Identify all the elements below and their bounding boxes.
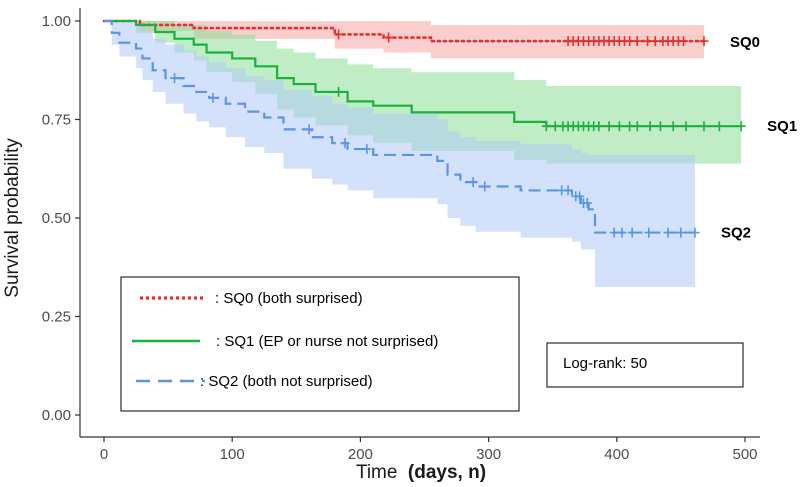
- legend-box: [120, 276, 520, 412]
- censor-mark-sq2: [582, 198, 592, 209]
- x-tick-label: 0: [100, 446, 108, 463]
- censor-mark-sq0: [678, 36, 688, 47]
- survival-curves: [102, 19, 742, 234]
- y-tick-label: 0.75: [42, 112, 71, 129]
- x-axis-title: Time (days, n): [356, 462, 486, 483]
- censor-mark-sq2: [575, 191, 585, 202]
- censor-mark-sq2: [627, 227, 637, 238]
- censor-mark-sq0: [632, 36, 642, 47]
- censor-mark-sq1: [614, 121, 624, 132]
- censor-mark-sq1: [655, 121, 665, 132]
- censor-mark-sq0: [699, 36, 709, 47]
- censor-mark-sq2: [644, 227, 654, 238]
- band-sq1: [104, 21, 742, 164]
- censor-mark-sq0: [384, 32, 394, 43]
- censor-mark-sq1: [625, 121, 635, 132]
- censor-mark-sq2: [468, 177, 478, 188]
- y-tick-label: 0.50: [42, 210, 71, 227]
- censor-mark-sq1: [714, 121, 724, 132]
- y-tick-label: 1.00: [42, 13, 71, 30]
- series-label-sq2: SQ2: [721, 225, 751, 242]
- censor-mark-sq1: [645, 121, 655, 132]
- censor-mark-sq1: [334, 86, 344, 97]
- legend-label-sq1: : SQ1 (EP or nurse not surprised): [216, 333, 438, 350]
- censor-mark-sq1: [681, 121, 691, 132]
- x-axis-title-unit: (days, n): [408, 462, 486, 483]
- censor-mark-sq1: [541, 121, 551, 132]
- censor-mark-sq1: [604, 121, 614, 132]
- x-tick-label: 400: [604, 446, 629, 463]
- censor-mark-sq0: [334, 29, 344, 40]
- censor-mark-sq2: [690, 227, 700, 238]
- censor-mark-sq2: [362, 144, 372, 155]
- censor-mark-sq0: [625, 36, 635, 47]
- x-tick-label: 200: [348, 446, 373, 463]
- y-tick-label: 0.25: [42, 309, 71, 326]
- censor-mark-sq2: [563, 185, 573, 196]
- censor-mark-sq2: [304, 124, 314, 135]
- censor-mark-sq0: [650, 36, 660, 47]
- censor-mark-sq2: [170, 73, 180, 84]
- x-tick-label: 100: [220, 446, 245, 463]
- legend-label-sq0: : SQ0 (both surprised): [215, 290, 363, 307]
- censor-mark-sq2: [617, 227, 627, 238]
- censor-mark-sq2: [208, 92, 218, 103]
- y-axis-title: Survival probability: [2, 138, 23, 298]
- curve-sq1: [104, 19, 742, 128]
- x-tick-label: 300: [476, 446, 501, 463]
- legend: : SQ0 (both surprised) : SQ1 (EP or nurse…: [120, 276, 520, 412]
- legend-label-sq2: : SQ2 (both not surprised): [200, 373, 373, 390]
- axes: 0 100 200 300 400 500 0.00 0.25 0.50 0.75 1.00: [42, 8, 760, 463]
- censor-mark-sq2: [480, 181, 490, 192]
- censor-mark-sq2: [663, 227, 673, 238]
- censor-mark-sq0: [643, 36, 653, 47]
- x-axis-title-main: Time: [356, 462, 398, 483]
- log-rank-text: Log-rank: 50: [563, 355, 647, 372]
- censor-mark-sq1: [668, 121, 678, 132]
- band-sq0: [104, 21, 704, 59]
- censor-mark-sq1: [736, 121, 746, 132]
- censor-mark-sq1: [550, 121, 560, 132]
- censor-marks: [170, 29, 746, 238]
- censor-mark-sq2: [676, 227, 686, 238]
- log-rank-frame: [546, 342, 744, 388]
- censor-mark-sq2: [609, 227, 619, 238]
- confidence-bands: [104, 21, 742, 287]
- censor-mark-sq1: [699, 121, 709, 132]
- x-tick-label: 500: [732, 446, 757, 463]
- series-label-sq1: SQ1: [767, 118, 797, 135]
- series-end-labels: SQ0 SQ1 SQ2: [721, 34, 797, 242]
- y-tick-label: 0.00: [42, 407, 71, 424]
- log-rank-box: Log-rank: 50: [546, 342, 744, 388]
- curve-sq2: [104, 19, 696, 234]
- censor-mark-sq2: [340, 138, 350, 149]
- censor-mark-sq1: [594, 121, 604, 132]
- censor-mark-sq1: [632, 121, 642, 132]
- band-sq2: [104, 21, 696, 287]
- series-label-sq0: SQ0: [730, 34, 760, 51]
